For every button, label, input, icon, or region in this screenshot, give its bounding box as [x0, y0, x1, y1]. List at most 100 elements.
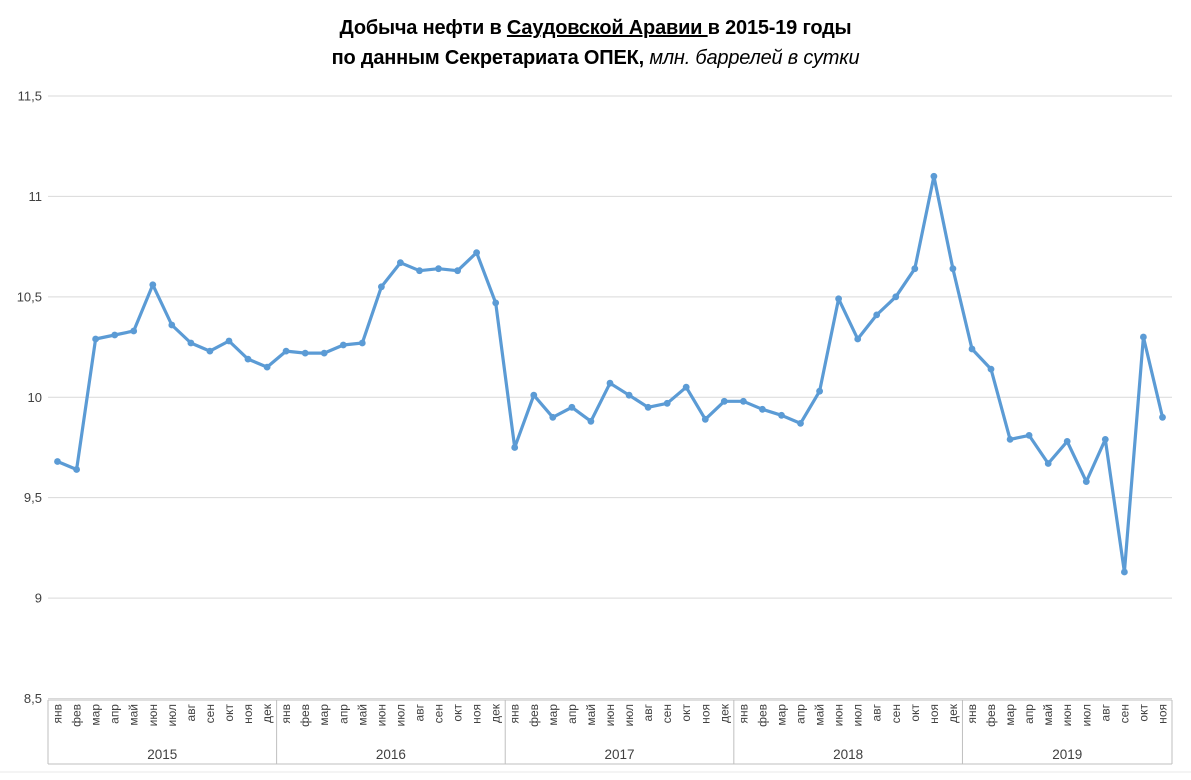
data-point: [130, 327, 138, 335]
month-label: фев: [298, 704, 312, 727]
y-axis-label: 10,5: [17, 289, 42, 304]
data-point: [587, 417, 595, 425]
month-label: янв: [279, 704, 293, 724]
month-label: окт: [451, 704, 465, 722]
data-point: [930, 172, 938, 180]
year-label: 2016: [376, 747, 406, 762]
chart-title: Добыча нефти в Саудовской Аравии в 2015-…: [0, 13, 1191, 73]
month-label: дек: [260, 703, 274, 723]
chart-title-line2: по данным Секретариата ОПЕК, млн. баррел…: [0, 43, 1191, 73]
data-point: [606, 379, 614, 387]
month-label: авг: [412, 703, 426, 721]
month-label: ноя: [698, 704, 712, 724]
month-label: сен: [203, 704, 217, 723]
data-point: [911, 265, 919, 273]
month-label: сен: [889, 704, 903, 723]
month-label: апр: [108, 704, 122, 724]
month-label: май: [355, 704, 369, 726]
data-point: [1044, 460, 1052, 467]
data-point: [473, 249, 480, 256]
data-point: [320, 349, 328, 357]
month-label: ноя: [470, 704, 484, 724]
data-point: [1101, 436, 1109, 443]
data-point: [358, 339, 366, 347]
month-label: янв: [51, 704, 65, 724]
month-label: авг: [641, 703, 655, 721]
month-label: окт: [1136, 704, 1150, 722]
month-label: июл: [165, 704, 179, 726]
month-label: ноя: [1155, 704, 1169, 724]
data-point: [682, 383, 690, 391]
data-point: [625, 391, 633, 399]
month-label: дек: [946, 703, 960, 723]
data-point: [454, 267, 461, 275]
data-point: [949, 265, 957, 273]
y-axis-label: 10: [28, 390, 42, 405]
month-label: фев: [527, 704, 541, 727]
month-label: июн: [832, 704, 846, 726]
data-point: [968, 345, 976, 353]
y-axis-label: 11: [29, 189, 43, 204]
month-label: дек: [717, 703, 731, 723]
data-point: [1159, 413, 1166, 421]
data-point: [435, 265, 442, 273]
month-label: мар: [317, 704, 331, 726]
month-label: мар: [546, 704, 560, 726]
year-label: 2019: [1052, 747, 1082, 762]
month-label: апр: [1022, 704, 1036, 724]
month-label: июн: [603, 704, 617, 726]
year-label: 2018: [833, 747, 863, 762]
month-label: апр: [794, 704, 808, 724]
y-axis-label: 9: [35, 591, 42, 606]
data-point: [339, 341, 347, 349]
data-point: [492, 299, 500, 307]
month-label: авг: [1098, 703, 1112, 721]
data-point: [149, 281, 157, 289]
series-line: [55, 174, 1165, 574]
data-point: [416, 267, 423, 275]
data-point: [73, 466, 80, 473]
month-label: апр: [565, 704, 579, 724]
y-axis-label: 11,5: [18, 89, 42, 104]
year-label: 2015: [147, 747, 177, 762]
data-point: [1063, 438, 1071, 445]
month-label: мар: [89, 704, 103, 726]
month-label: янв: [508, 704, 522, 724]
data-point: [530, 391, 538, 399]
data-point: [187, 339, 195, 347]
data-point: [378, 283, 385, 291]
month-label: июл: [393, 704, 407, 726]
month-label: ноя: [241, 704, 255, 724]
data-point: [301, 349, 309, 357]
y-axis-label: 8,5: [24, 691, 42, 706]
chart-title-line1: Добыча нефти в Саудовской Аравии в 2015-…: [0, 13, 1191, 43]
month-label: фев: [984, 704, 998, 727]
data-point: [816, 387, 823, 395]
month-label: мар: [1003, 704, 1017, 726]
month-label: фев: [755, 704, 769, 727]
y-axis-label: 9,5: [24, 490, 42, 505]
data-point: [397, 259, 404, 267]
data-point: [740, 397, 747, 405]
month-label: авг: [184, 703, 198, 721]
month-label: июл: [622, 704, 636, 726]
data-point: [644, 403, 652, 411]
year-label: 2017: [605, 747, 635, 762]
data-point: [778, 411, 785, 419]
month-label: июл: [1079, 704, 1093, 726]
data-point: [511, 444, 519, 451]
data-point: [168, 321, 176, 329]
data-point: [663, 399, 671, 407]
subtitle-units-text: млн. баррелей в сутки: [643, 47, 860, 69]
month-label: сен: [1117, 704, 1131, 723]
data-point: [92, 335, 99, 343]
title-text: в 2015-19 годы: [707, 17, 852, 39]
data-point: [206, 347, 214, 355]
month-label: май: [127, 704, 141, 726]
data-point: [1006, 436, 1014, 443]
month-label: ноя: [927, 704, 941, 724]
data-point: [892, 293, 900, 301]
data-point: [987, 365, 995, 373]
